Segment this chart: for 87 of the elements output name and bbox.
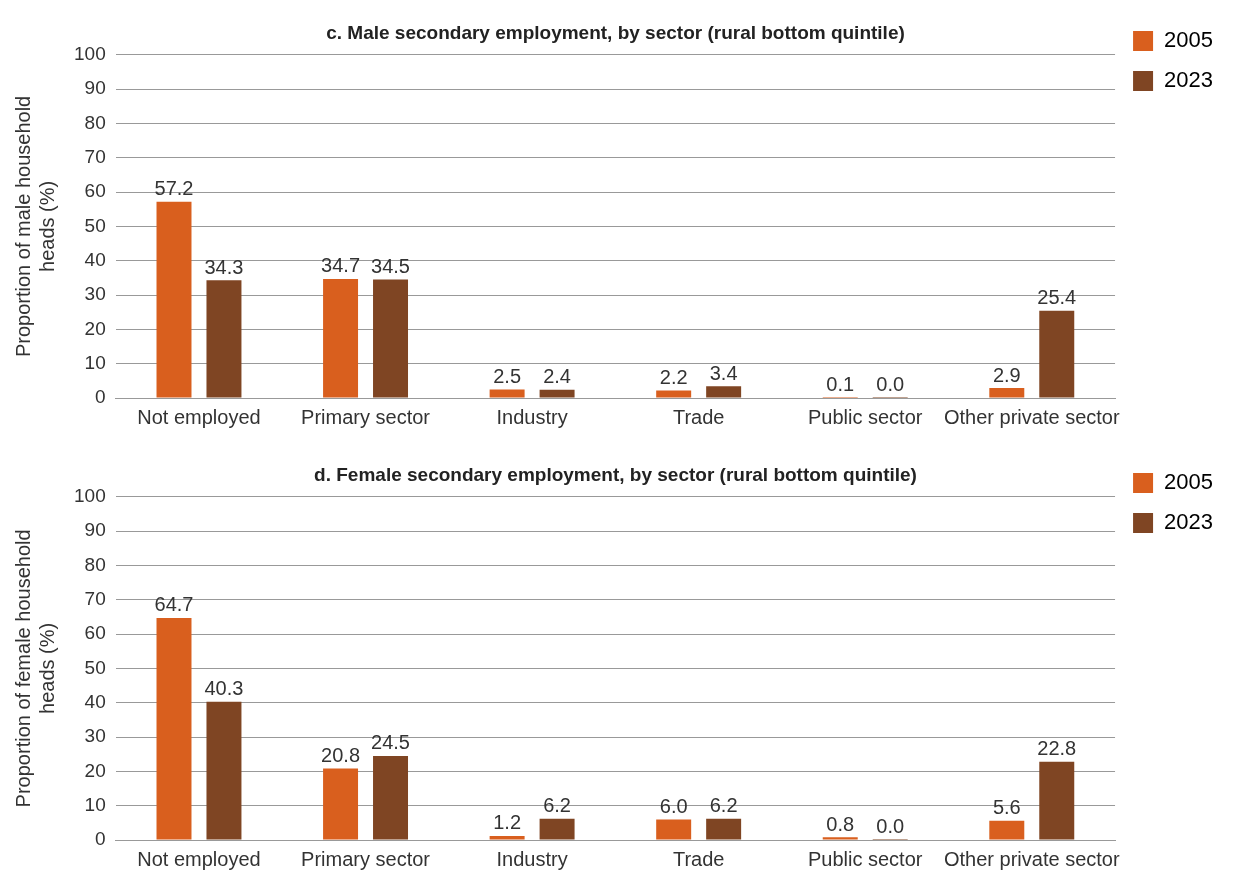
y-tick-label: 80 xyxy=(84,111,106,133)
y-tick-label: 20 xyxy=(84,759,106,781)
x-tick-label: Industry xyxy=(496,847,568,870)
data-label: 0.0 xyxy=(876,372,905,395)
chart-title: c. Male secondary employment, by sector (rural bottom quintile) xyxy=(326,21,905,43)
bar xyxy=(373,279,409,398)
legend-label: 2023 xyxy=(1164,67,1214,93)
y-tick-label: 40 xyxy=(84,248,106,270)
chart-title: d. Female secondary employment, by sector (rural bottom quintile) xyxy=(314,463,917,485)
bar xyxy=(323,278,359,398)
bar xyxy=(706,818,742,840)
data-label: 2.2 xyxy=(659,365,688,388)
bar xyxy=(989,388,1025,398)
y-tick-label: 100 xyxy=(74,43,106,65)
bar xyxy=(989,820,1025,840)
data-label: 2.4 xyxy=(543,365,571,388)
y-tick-label: 10 xyxy=(84,351,106,373)
y-axis-title: Proportion of female household heads (%) xyxy=(11,529,58,808)
bar xyxy=(206,280,242,398)
x-tick-label: Primary sector xyxy=(301,405,431,428)
y-tick-label: 0 xyxy=(95,828,106,850)
y-axis-title: Proportion of male household heads (%) xyxy=(11,95,58,358)
data-label: 6.2 xyxy=(543,794,571,817)
legend-label: 2005 xyxy=(1164,27,1214,53)
x-tick-label: Primary sector xyxy=(301,847,431,870)
bar xyxy=(539,818,575,840)
bar xyxy=(706,386,742,398)
y-tick-label: 70 xyxy=(84,587,106,609)
data-label: 34.3 xyxy=(204,255,244,278)
data-label: 64.7 xyxy=(154,593,194,616)
bar xyxy=(206,701,242,840)
y-tick-label: 80 xyxy=(84,553,106,575)
y-tick-label: 60 xyxy=(84,180,106,202)
bar xyxy=(539,389,575,398)
data-label: 40.3 xyxy=(204,677,244,700)
bar xyxy=(656,390,692,398)
data-label: 6.0 xyxy=(659,794,688,817)
data-label: 2.9 xyxy=(992,363,1021,386)
data-label: 57.2 xyxy=(154,177,194,200)
y-tick-label: 50 xyxy=(84,214,106,236)
x-tick-label: Trade xyxy=(672,847,725,870)
y-tick-label: 30 xyxy=(84,283,106,305)
bar xyxy=(323,768,359,840)
data-label: 1.2 xyxy=(493,811,522,834)
bar xyxy=(156,201,192,398)
y-tick-label: 10 xyxy=(84,793,106,815)
x-tick-label: Other private sector xyxy=(943,847,1120,870)
bar xyxy=(489,389,525,398)
y-tick-label: 20 xyxy=(84,317,106,339)
y-tick-label: 90 xyxy=(84,77,106,99)
data-label: 22.8 xyxy=(1037,737,1077,760)
data-label: 34.7 xyxy=(321,254,361,277)
x-tick-label: Other private sector xyxy=(943,405,1120,428)
data-label: 24.5 xyxy=(371,731,410,754)
data-label: 20.8 xyxy=(321,744,361,767)
data-label: 5.6 xyxy=(992,796,1021,819)
y-tick-label: 50 xyxy=(84,656,106,678)
x-tick-label: Not employed xyxy=(137,847,261,870)
legend-label: 2005 xyxy=(1164,469,1214,495)
bar xyxy=(822,837,858,840)
y-tick-label: 70 xyxy=(84,145,106,167)
y-tick-label: 60 xyxy=(84,622,106,644)
x-tick-label: Trade xyxy=(672,405,725,428)
data-label: 3.4 xyxy=(709,361,738,384)
x-tick-label: Public sector xyxy=(807,405,923,428)
bar xyxy=(489,835,525,840)
data-label: 2.5 xyxy=(493,364,522,387)
data-label: 0.1 xyxy=(826,372,855,395)
legend-label: 2023 xyxy=(1164,509,1214,535)
y-tick-label: 0 xyxy=(95,386,106,408)
bar xyxy=(1039,310,1075,398)
data-label: 0.0 xyxy=(876,814,905,837)
data-label: 34.5 xyxy=(371,255,410,278)
x-tick-label: Industry xyxy=(496,405,568,428)
y-tick-label: 40 xyxy=(84,690,106,712)
y-tick-label: 30 xyxy=(84,725,106,747)
bar xyxy=(373,755,409,840)
data-label: 6.2 xyxy=(709,794,738,817)
data-label: 0.8 xyxy=(826,812,855,835)
y-tick-label: 100 xyxy=(74,485,106,507)
bar xyxy=(156,617,192,840)
bar xyxy=(1039,761,1075,840)
x-tick-label: Public sector xyxy=(807,847,923,870)
x-tick-label: Not employed xyxy=(137,405,261,428)
y-tick-label: 90 xyxy=(84,519,106,541)
data-label: 25.4 xyxy=(1037,286,1077,309)
bar xyxy=(656,819,692,840)
